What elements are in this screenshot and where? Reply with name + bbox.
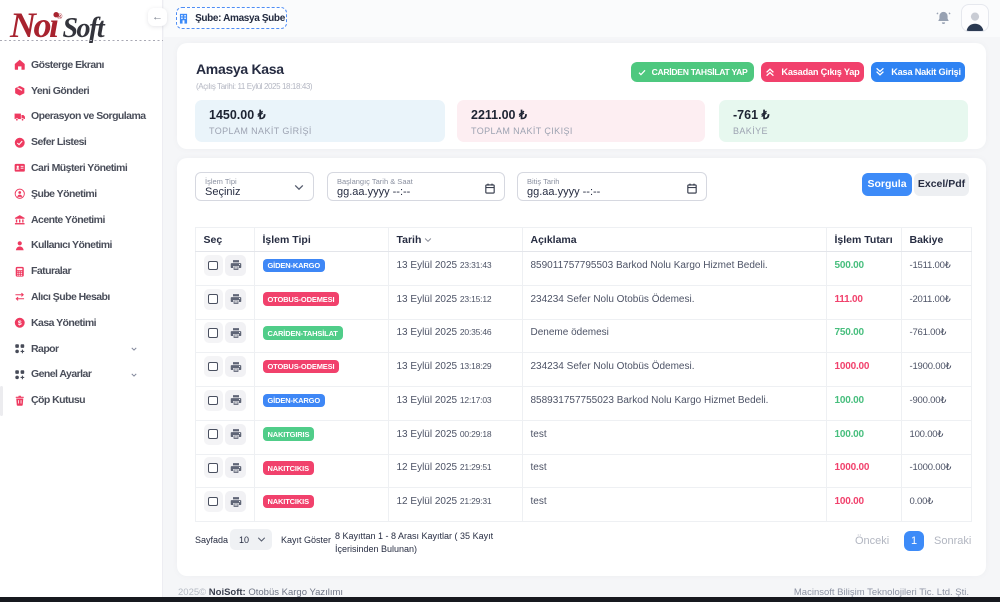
svg-text:$: $: [18, 320, 22, 327]
